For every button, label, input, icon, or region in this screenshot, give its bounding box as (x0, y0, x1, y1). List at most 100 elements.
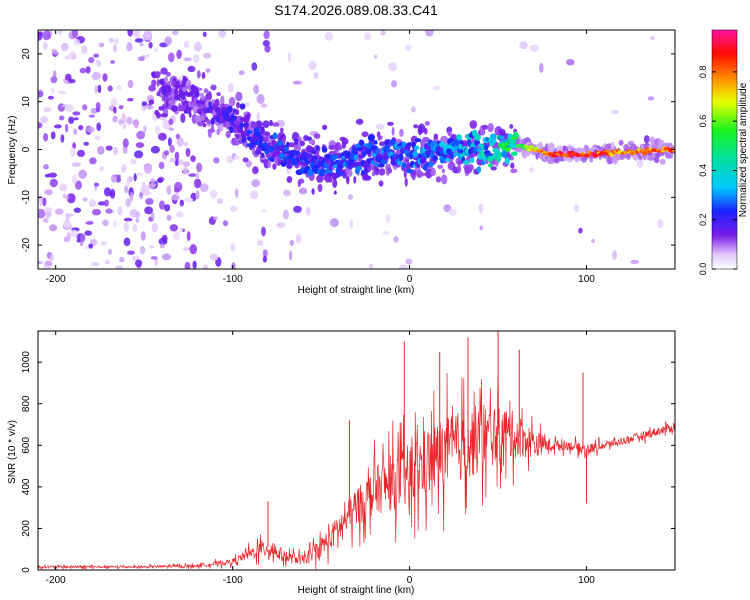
noise-cell (189, 244, 198, 255)
ridge-halo-cell (328, 145, 336, 150)
noise-cell (76, 239, 81, 243)
x-tick-label: -100 (223, 575, 243, 586)
noise-cell (94, 136, 101, 140)
ridge-halo-cell (156, 112, 161, 119)
ridge-core-cell (609, 153, 615, 157)
ridge-core-cell (173, 88, 179, 96)
ridge-core-cell (178, 104, 186, 112)
noise-cell (115, 265, 124, 269)
noise-cell (97, 146, 105, 155)
ridge-core-cell (453, 152, 460, 157)
noise-cell (49, 224, 58, 232)
ridge-halo-cell (188, 111, 192, 118)
noise-cell (260, 103, 268, 108)
noise-cell (43, 41, 48, 50)
ridge-core-cell (195, 115, 203, 123)
ridge-core-cell (315, 145, 320, 151)
noise-cell (292, 80, 302, 85)
ridge-halo-cell (391, 126, 395, 136)
noise-cell (115, 176, 121, 183)
ridge-halo-cell (216, 92, 221, 97)
noise-cell (100, 241, 107, 246)
ridge-halo-cell (457, 163, 461, 174)
noise-cell (118, 105, 124, 110)
noise-cell (73, 128, 78, 135)
noise-cell (148, 41, 153, 49)
noise-cell (179, 199, 184, 207)
ridge-halo-cell (364, 175, 372, 181)
noise-cell (126, 116, 133, 125)
ridge-core-cell (226, 123, 231, 127)
ridge-core-cell (306, 136, 312, 141)
noise-cell (129, 191, 134, 202)
noise-cell (150, 212, 155, 221)
noise-cell (75, 180, 82, 190)
noise-cell (140, 231, 146, 241)
ridge-core-cell (476, 166, 482, 173)
ridge-halo-cell (298, 178, 305, 184)
ridge-core-cell (195, 90, 200, 98)
noise-cell (125, 198, 131, 208)
ridge-core-cell (234, 109, 240, 116)
noise-cell (144, 164, 152, 174)
noise-cell (121, 114, 127, 123)
ridge-core-cell (351, 162, 355, 168)
noise-cell (38, 196, 43, 207)
noise-cell (82, 197, 88, 202)
noise-cell (308, 61, 317, 70)
ridge-core-cell (294, 140, 299, 145)
noise-cell (313, 72, 319, 79)
x-tick-label: -100 (223, 274, 243, 285)
noise-cell (175, 133, 181, 140)
noise-cell (135, 218, 140, 223)
ridge-core-cell (480, 160, 486, 166)
ridge-halo-cell (403, 169, 407, 179)
ridge-core-cell (524, 145, 530, 149)
ridge-core-cell (492, 139, 497, 144)
noise-cell (150, 145, 160, 154)
ridge-halo-cell (516, 146, 523, 153)
noise-cell (139, 245, 146, 255)
noise-cell (43, 164, 49, 170)
ridge-core-cell (189, 90, 194, 96)
ridge-halo-cell (447, 130, 452, 137)
noise-cell (293, 205, 302, 213)
noise-cell (164, 36, 172, 46)
ridge-core-cell (406, 168, 414, 174)
noise-cell (135, 259, 143, 267)
ridge-halo-cell (317, 183, 323, 193)
ridge-core-cell (378, 163, 385, 168)
noise-cell (144, 206, 154, 215)
y-tick-label: 10 (21, 96, 32, 108)
noise-cell (68, 116, 75, 124)
noise-cell (116, 84, 122, 91)
colorbar-tick-label: 0.0 (698, 263, 708, 276)
ridge-core-cell (605, 149, 611, 153)
noise-cell (230, 205, 238, 212)
ridge-core-cell (407, 142, 413, 147)
noise-cell (49, 178, 58, 188)
ridge-halo-cell (487, 122, 494, 133)
noise-cell (169, 224, 178, 232)
ridge-halo-cell (148, 84, 157, 92)
ridge-halo-cell (481, 124, 489, 130)
ridge-halo-cell (607, 143, 612, 149)
noise-cell (119, 256, 125, 263)
ridge-halo-cell (286, 176, 293, 183)
ridge-core-cell (528, 144, 534, 149)
ridge-core-cell (271, 139, 276, 146)
ridge-halo-cell (649, 136, 656, 146)
noise-cell (59, 115, 65, 121)
noise-cell (113, 146, 118, 156)
ridge-halo-cell (216, 128, 220, 136)
noise-cell (250, 190, 259, 199)
ridge-halo-cell (328, 176, 333, 183)
noise-cell (192, 260, 197, 269)
noise-cell (168, 127, 174, 131)
noise-cell (373, 54, 378, 59)
ridge-core-cell (260, 152, 265, 158)
ridge-core-cell (246, 130, 253, 135)
ridge-core-cell (183, 109, 189, 114)
noise-cell (329, 218, 339, 228)
noise-cell (73, 207, 82, 213)
